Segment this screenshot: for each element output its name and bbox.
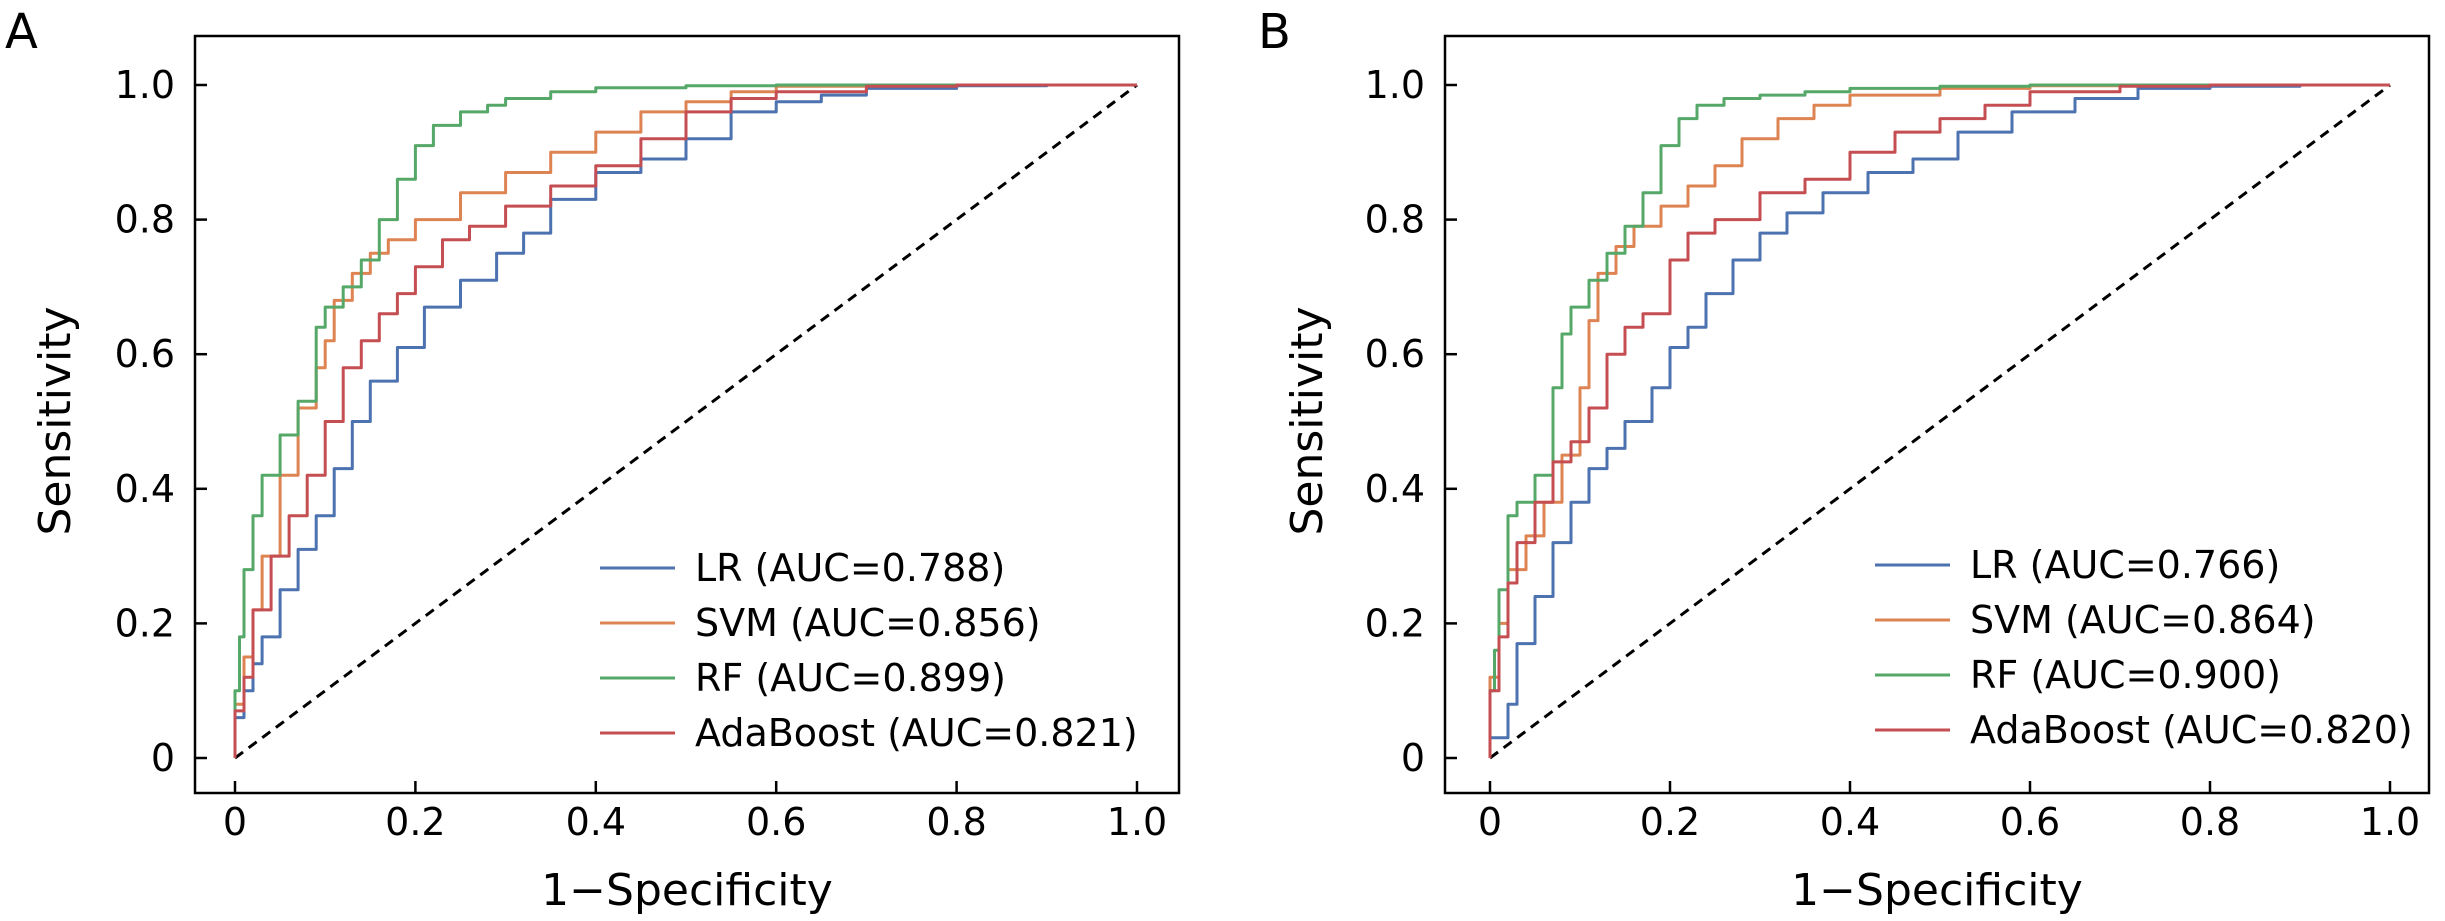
x-tick-label: 0.6: [746, 800, 806, 844]
series-line-lr: [233, 83, 1137, 758]
y-tick-label: 0.2: [1365, 601, 1425, 645]
series-line-lr: [1488, 83, 2390, 758]
y-tick-label: 0.4: [115, 467, 175, 511]
series-line-rf: [1488, 83, 2390, 758]
x-tick-label: 0: [1478, 800, 1502, 844]
x-tick-label: 0.2: [1640, 800, 1700, 844]
chance-diagonal: [234, 83, 1138, 760]
y-tick-label: 1.0: [115, 63, 175, 107]
panel-a: A 0 0.2 0.4 0.6 0.8 1.0 0 0.2 0.4 0.6 0.8 1.0 1−Spe…: [5, 4, 1181, 916]
x-tick-label: 1.0: [1107, 800, 1167, 844]
y-tick-label: 0.6: [115, 332, 175, 376]
x-tick-label: 0.4: [1820, 800, 1880, 844]
panel-b: B 0 0.2 0.4 0.6 0.8 1.0 0 0.2 0.4 0.6 0.8 1.0 1−Spe…: [1258, 4, 2431, 916]
x-tick-label: 0: [223, 800, 247, 844]
legend: LR (AUC=0.766) SVM (AUC=0.864) RF (AUC=0.9…: [1875, 543, 2413, 752]
panel-label: B: [1258, 4, 1291, 60]
series-line-svm: [1488, 83, 2390, 758]
x-tick-label: 0.2: [385, 800, 445, 844]
legend: LR (AUC=0.788) SVM (AUC=0.856) RF (AUC=0.8…: [600, 546, 1138, 755]
legend-label: RF (AUC=0.900): [1970, 653, 2281, 697]
y-axis-title: Sensitivity: [1282, 306, 1333, 535]
legend-label: AdaBoost (AUC=0.820): [1970, 708, 2413, 752]
legend-label: SVM (AUC=0.856): [695, 601, 1041, 645]
y-tick-label: 0: [151, 736, 175, 780]
plot-marks: 0 0.2 0.4 0.6 0.8 1.0 0 0.2 0.4 0.6 0.8 1.0: [1365, 63, 2421, 844]
y-tick-label: 0.2: [115, 601, 175, 645]
x-tick-label: 1.0: [2360, 800, 2420, 844]
legend-label: LR (AUC=0.766): [1970, 543, 2280, 587]
plot-marks: 0 0.2 0.4 0.6 0.8 1.0 0 0.2 0.4 0.6 0.8 1.0: [115, 63, 1168, 844]
series-line-adaboost: [1488, 83, 2390, 758]
legend-label: AdaBoost (AUC=0.821): [695, 711, 1138, 755]
panel-label: A: [5, 4, 38, 60]
plot-frame: [1443, 34, 2431, 795]
y-tick-label: 0: [1401, 736, 1425, 780]
x-tick-label: 0.6: [2000, 800, 2060, 844]
y-tick-label: 0.6: [1365, 332, 1425, 376]
y-tick-label: 0.8: [115, 198, 175, 242]
x-axis-title: 1−Specificity: [541, 865, 833, 916]
x-tick-label: 0.8: [2180, 800, 2240, 844]
x-tick-label: 0.8: [926, 800, 986, 844]
legend-label: RF (AUC=0.899): [695, 656, 1006, 700]
plot-frame: [193, 34, 1181, 795]
y-tick-label: 0.8: [1365, 198, 1425, 242]
y-axis-title: Sensitivity: [30, 306, 81, 535]
y-tick-label: 1.0: [1365, 63, 1425, 107]
chance-diagonal: [1489, 83, 2391, 760]
legend-label: LR (AUC=0.788): [695, 546, 1005, 590]
legend-label: SVM (AUC=0.864): [1970, 598, 2316, 642]
x-axis-title: 1−Specificity: [1791, 865, 2083, 916]
series-line-adaboost: [233, 83, 1137, 758]
y-tick-label: 0.4: [1365, 467, 1425, 511]
x-tick-label: 0.4: [566, 800, 626, 844]
series-line-rf: [233, 83, 1137, 758]
